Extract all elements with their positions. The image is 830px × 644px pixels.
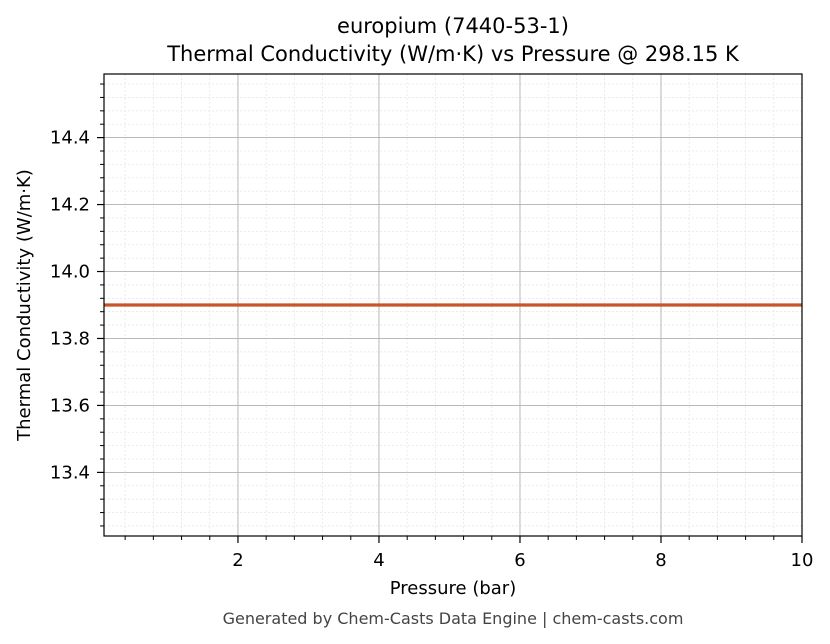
chart-title-line1: europium (7440-53-1) [337,14,569,38]
x-axis-label: Pressure (bar) [390,578,516,599]
y-axis-label: Thermal Conductivity (W/m·K) [14,169,35,442]
x-tick-label: 4 [373,550,384,571]
y-tick-label: 13.8 [50,328,90,349]
x-tick-label: 2 [232,550,243,571]
y-tick-label: 13.6 [50,395,90,416]
y-tick-label: 13.4 [50,462,90,483]
y-tick-label: 14.0 [50,262,90,283]
minor-grid [104,74,802,536]
axis-ticks: 2 4 6 8 10 13.4 13.6 13.8 14.0 14.2 14.4 [50,83,814,571]
x-tick-label: 10 [791,550,814,571]
x-tick-label: 6 [514,550,525,571]
x-tick-label: 8 [655,550,666,571]
y-tick-label: 14.4 [50,128,90,149]
footer-credit: Generated by Chem-Casts Data Engine | ch… [223,609,684,628]
chart-title-line2: Thermal Conductivity (W/m·K) vs Pressure… [166,42,740,66]
y-tick-label: 14.2 [50,195,90,216]
plot-frame [103,73,803,537]
